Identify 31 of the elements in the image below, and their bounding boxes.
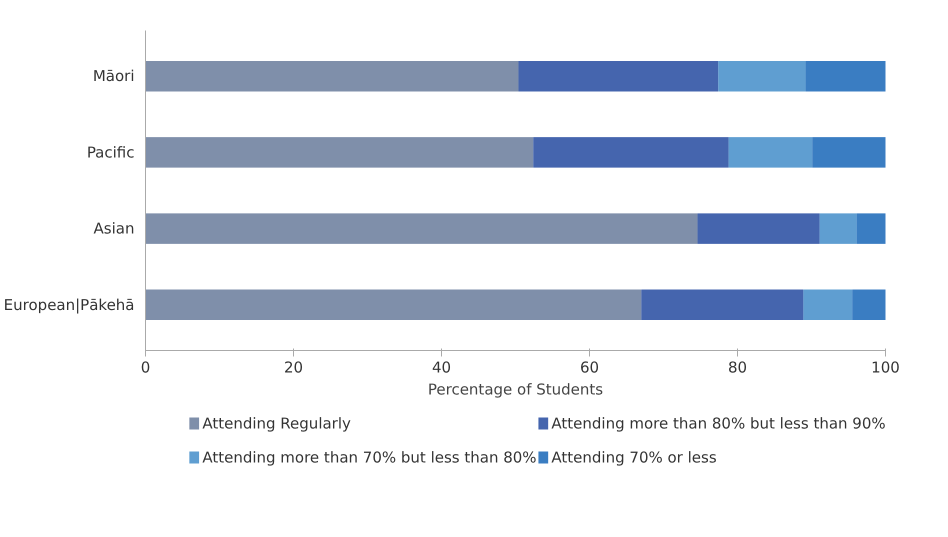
bar [146,213,698,244]
bar [146,137,534,168]
bar [728,137,812,168]
bar [533,137,729,168]
bar [856,213,886,244]
x-tick-label: 20 [284,358,304,376]
x-tick-label: 60 [580,358,600,376]
legend-label: Attending more than 70% but less than 80% [202,448,537,466]
x-axis-title: Percentage of Students [428,380,604,398]
bar [146,60,518,92]
bar [518,60,718,92]
y-tick-label: Māori [92,67,135,86]
legend-label: Attending 70% or less [551,448,717,466]
bar [641,290,804,320]
legend-label: Attending Regularly [202,414,352,432]
bar [820,213,857,244]
bar [698,213,820,244]
bar [803,290,852,320]
bar [806,60,886,92]
legend-label: Attending more than 80% but less than 90% [551,414,886,432]
x-tick-label: 100 [871,358,900,376]
bar [146,290,642,320]
bar [718,60,806,92]
x-tick-label: 80 [728,358,748,376]
bar [812,137,886,168]
bar [852,290,886,320]
y-tick-label: Pacific [86,143,135,162]
x-tick-label: 40 [432,358,452,376]
y-tick-label: Asian [94,220,135,238]
y-tick-label: European|Pākehā [4,296,135,314]
x-tick-label: 0 [140,358,150,376]
